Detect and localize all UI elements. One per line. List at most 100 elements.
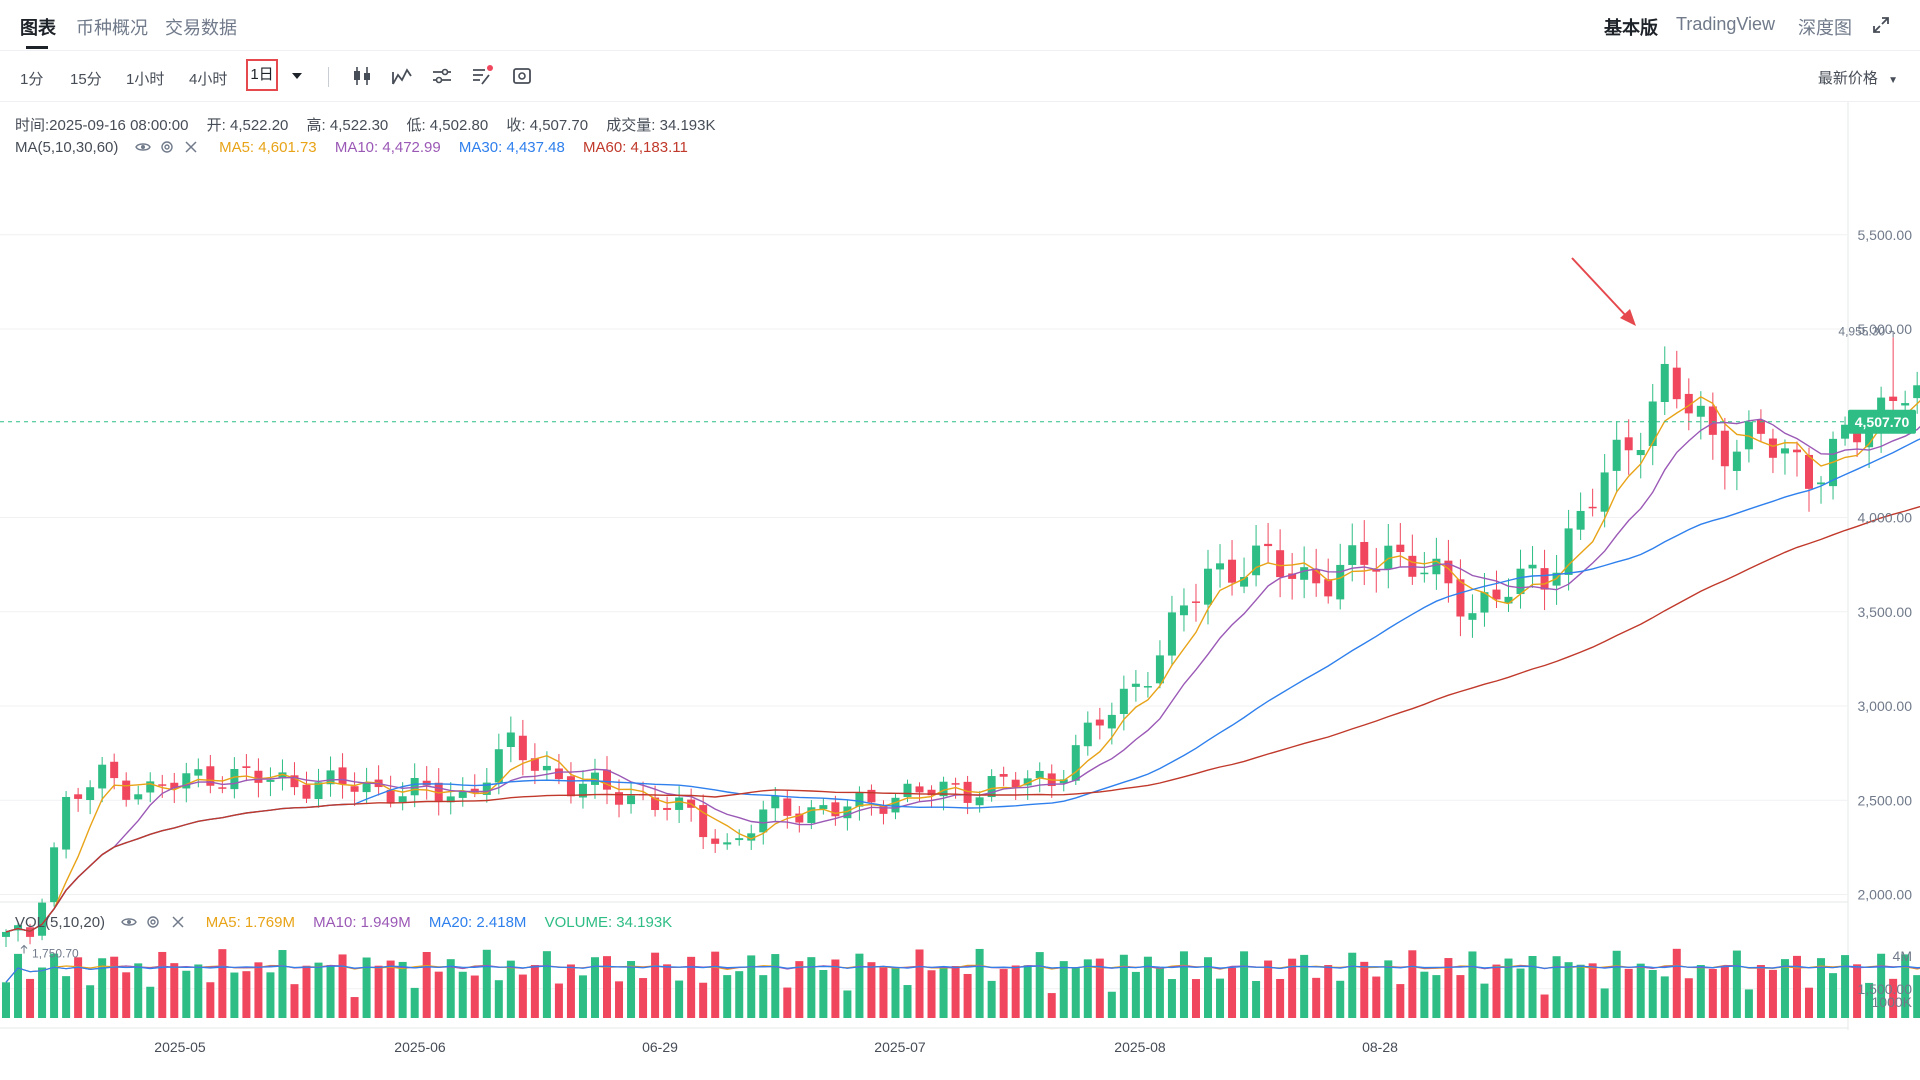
volume-bar	[1324, 965, 1333, 1018]
timeframe-4h[interactable]: 4小时	[189, 71, 228, 88]
volume-bar	[290, 984, 299, 1018]
candle-body	[1516, 568, 1525, 595]
candle-body	[1612, 439, 1621, 471]
candle-body	[134, 794, 143, 800]
volume-bar	[434, 971, 443, 1018]
volume-bar	[26, 978, 35, 1018]
timeframe-1d[interactable]: 1日	[246, 59, 278, 91]
candle-body	[1456, 579, 1465, 617]
volume-bar	[62, 976, 71, 1018]
candle-body	[1119, 688, 1128, 715]
ma10-line	[5, 418, 1920, 933]
volume-bar	[182, 970, 191, 1018]
volume-bar	[867, 962, 876, 1018]
volume-bar	[1107, 991, 1116, 1018]
tab-chart[interactable]: 图表	[20, 18, 56, 38]
candle-body	[50, 847, 59, 903]
tab-basic[interactable]: 基本版	[1604, 18, 1658, 38]
price-tick-label: 5,500.00	[1858, 227, 1913, 243]
volume-bar	[1372, 976, 1381, 1018]
min-price-marker	[20, 944, 28, 954]
vol-close-icon[interactable]	[170, 915, 186, 929]
volume-bar	[386, 960, 395, 1018]
candle-body	[458, 791, 467, 798]
candle-body	[1540, 568, 1549, 590]
timeframe-1h[interactable]: 1小时	[126, 71, 165, 88]
candle-body	[987, 776, 996, 798]
volume-bar	[1841, 955, 1850, 1018]
candle-body	[62, 796, 71, 850]
candle-body	[663, 807, 672, 810]
candle-body	[410, 777, 419, 796]
candle-body	[1384, 545, 1393, 570]
ohlc-open: 开: 4,522.20	[207, 117, 289, 134]
indicator-icon[interactable]	[390, 64, 414, 88]
ma-legend: MA(5,10,30,60) MA5: 4,601.73 MA10: 4,472…	[15, 139, 702, 156]
volume-bar	[891, 967, 900, 1018]
vol-ma5-value: MA5: 1.769M	[205, 914, 295, 931]
volume-bar	[999, 969, 1008, 1018]
trend-arrow-line	[1571, 257, 1629, 319]
candle-body	[1564, 528, 1573, 575]
tab-trade-data[interactable]: 交易数据	[165, 18, 237, 38]
volume-bar	[266, 972, 275, 1018]
max-price-marker	[1889, 330, 1894, 338]
volume-bar	[783, 987, 792, 1018]
candle-body	[1636, 450, 1645, 456]
volume-bar	[1468, 951, 1477, 1018]
volume-bar	[1155, 967, 1164, 1018]
volume-bar	[1444, 958, 1453, 1018]
volume-bar	[110, 956, 119, 1018]
candle-body	[855, 792, 864, 807]
volume-bar	[1276, 978, 1285, 1018]
candle-body	[1805, 454, 1813, 489]
volume-bar	[951, 966, 960, 1018]
timeframe-1m[interactable]: 1分	[20, 71, 44, 88]
volume-bar	[1348, 952, 1357, 1018]
candle-body	[278, 772, 287, 779]
volume-bar	[1684, 978, 1693, 1018]
candle-body	[194, 769, 203, 776]
volume-bar	[1143, 956, 1152, 1018]
timeframe-dropdown-icon[interactable]	[291, 71, 303, 81]
candle-body	[146, 781, 155, 793]
candle-body	[1672, 367, 1681, 400]
candle-body	[26, 927, 35, 937]
timeframe-15m[interactable]: 15分	[70, 71, 102, 88]
max-price-label: 4,955.30	[1838, 324, 1885, 338]
eye-icon[interactable]	[134, 140, 151, 154]
candle-body	[819, 805, 828, 810]
volume-bar	[374, 965, 383, 1018]
volume-bar	[1071, 967, 1080, 1018]
candle-body	[518, 735, 527, 761]
volume-bar	[1083, 959, 1092, 1018]
candle-body	[1576, 510, 1585, 530]
volume-bar	[242, 971, 251, 1018]
vol-settings-icon[interactable]	[145, 915, 161, 929]
tab-tradingview[interactable]: TradingView	[1676, 14, 1776, 34]
candle-body	[1288, 573, 1297, 579]
price-type-select[interactable]: 最新价格 ▼	[1818, 67, 1898, 88]
candle-body	[1011, 779, 1020, 788]
vol-legend: VOL(5,10,20) MA5: 1.769M MA10: 1.949M MA…	[15, 914, 686, 931]
volume-bar	[843, 990, 852, 1018]
candle-body	[554, 768, 563, 780]
settings-icon[interactable]	[159, 140, 175, 154]
candle-body	[699, 805, 708, 838]
candle-body	[903, 783, 912, 797]
tab-coin-overview[interactable]: 币种概况	[76, 18, 148, 38]
drawing-tools-icon[interactable]	[470, 64, 494, 88]
settings-sliders-icon[interactable]	[430, 64, 454, 88]
close-icon[interactable]	[183, 140, 199, 154]
vol-ma20-value: MA20: 2.418M	[428, 914, 527, 931]
current-price-tag	[1848, 409, 1916, 434]
tab-depth-chart[interactable]: 深度图	[1798, 18, 1852, 38]
candle-body	[434, 782, 443, 802]
volume-bar	[771, 954, 780, 1018]
vol-eye-icon[interactable]	[121, 915, 138, 929]
candlestick-type-icon[interactable]	[350, 64, 374, 88]
chart-settings-icon[interactable]	[510, 64, 534, 88]
fullscreen-icon[interactable]	[1872, 16, 1890, 34]
volume-bar	[1732, 950, 1741, 1018]
